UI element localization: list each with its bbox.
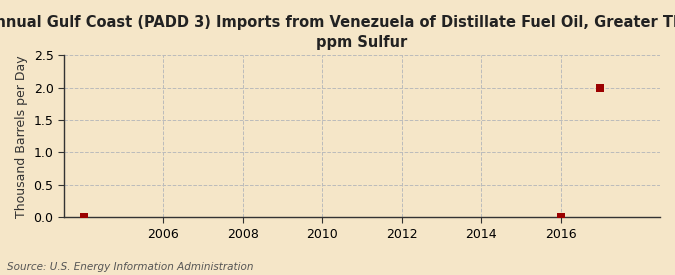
Point: [78, 215, 89, 219]
Point: [595, 85, 605, 90]
Point: [556, 215, 566, 219]
Y-axis label: Thousand Barrels per Day: Thousand Barrels per Day: [15, 55, 28, 218]
Text: Source: U.S. Energy Information Administration: Source: U.S. Energy Information Administ…: [7, 262, 253, 272]
Title: Annual Gulf Coast (PADD 3) Imports from Venezuela of Distillate Fuel Oil, Greate: Annual Gulf Coast (PADD 3) Imports from …: [0, 15, 675, 50]
